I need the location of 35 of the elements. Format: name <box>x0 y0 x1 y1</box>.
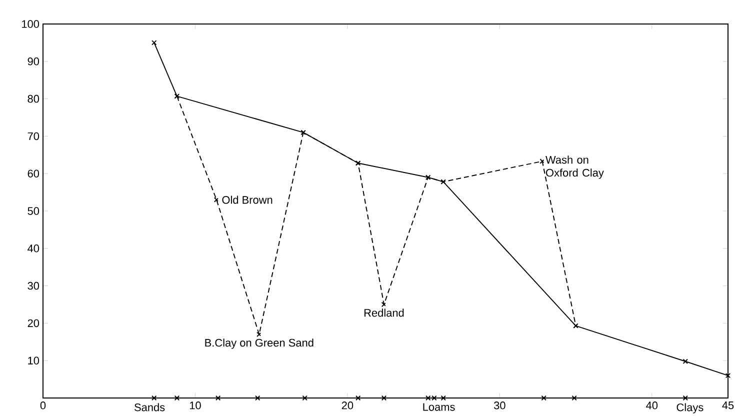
annotation: B.Clay on Green Sand <box>205 338 314 349</box>
y-tick-label: 80 <box>28 94 40 103</box>
x-tick-label: 30 <box>494 402 506 410</box>
x-tick-label: 20 <box>342 402 354 410</box>
point <box>572 395 577 401</box>
y-tick-label: 60 <box>28 170 40 178</box>
point <box>682 358 688 364</box>
point <box>174 395 180 401</box>
point <box>152 395 157 401</box>
point <box>355 395 361 401</box>
annotation: Sands <box>134 403 165 412</box>
y-tick-label: 10 <box>28 356 40 364</box>
point <box>255 395 260 401</box>
y-tick-label: 100 <box>22 20 40 28</box>
x-tick-label: 10 <box>190 402 201 410</box>
y-tick-label: 70 <box>28 132 40 140</box>
point <box>215 395 221 401</box>
y-tick-label: 30 <box>28 282 40 290</box>
y-tick-label: 20 <box>28 319 40 328</box>
y-tick-label: 40 <box>28 244 40 252</box>
annotation: Loams <box>423 403 455 411</box>
annotation: Old Brown <box>222 196 272 204</box>
x-tick-label: 45 <box>722 402 734 410</box>
annotation: Clays <box>676 403 704 414</box>
x-tick-label: 40 <box>646 402 658 410</box>
annotation: Redland <box>364 308 404 317</box>
point <box>302 395 308 401</box>
x-tick-label: 0 <box>40 402 46 410</box>
y-tick-label: 90 <box>28 58 40 66</box>
y-tick-label: 50 <box>28 207 40 215</box>
point <box>682 395 688 401</box>
point <box>541 395 546 401</box>
annotation: Wash on Oxford Clay <box>546 156 604 179</box>
point <box>440 395 446 401</box>
point <box>381 395 387 401</box>
